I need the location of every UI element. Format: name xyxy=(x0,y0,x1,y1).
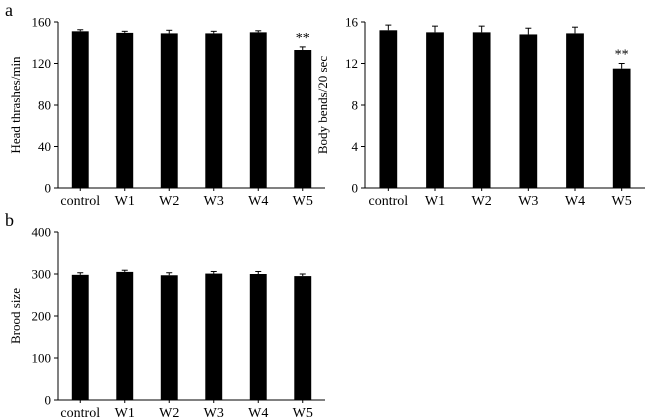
head-thrashes-y-tick-label: 160 xyxy=(32,15,52,30)
head-thrashes-category-label: W3 xyxy=(204,194,224,209)
head-thrashes-bar xyxy=(205,33,223,188)
body-bends-bar xyxy=(426,32,444,188)
body-bends-category-label: control xyxy=(369,194,409,209)
body-bends-category-label: W3 xyxy=(518,194,538,209)
body-bends-chart: 0 4 8 12 16 Body bends/20 sec control W1 W2 W3 W4 W… xyxy=(315,15,645,209)
body-bends-category-label: W1 xyxy=(425,194,445,209)
brood-size-category-label: W2 xyxy=(159,406,179,420)
body-bends-y-tick-label: 8 xyxy=(352,98,359,113)
brood-size-bar xyxy=(71,274,89,400)
head-thrashes-bar xyxy=(71,31,89,189)
body-bends-bar xyxy=(566,33,584,188)
head-thrashes-y-tick-label: 80 xyxy=(38,98,51,113)
body-bends-y-tick-label: 4 xyxy=(352,139,359,154)
head-thrashes-bar xyxy=(160,33,178,188)
body-bends-significance-label: ** xyxy=(615,48,629,63)
body-bends-y-tick-label: 12 xyxy=(345,56,358,71)
brood-size-bar xyxy=(160,275,178,400)
brood-size-y-tick-label: 300 xyxy=(32,267,52,282)
brood-size-bar xyxy=(205,273,223,400)
brood-size-category-label: W3 xyxy=(204,406,224,420)
body-bends-category-label: W4 xyxy=(565,194,585,209)
head-thrashes-category-label: W4 xyxy=(248,194,268,209)
body-bends-y-axis-label: Body bends/20 sec xyxy=(315,56,330,154)
brood-size-bar xyxy=(249,274,267,400)
head-thrashes-category-label: W2 xyxy=(159,194,179,209)
body-bends-y-tick-label: 0 xyxy=(352,181,359,196)
brood-size-y-axis-label: Brood size xyxy=(8,288,23,344)
head-thrashes-y-tick-label: 40 xyxy=(38,139,51,154)
brood-size-category-label: control xyxy=(60,406,100,420)
head-thrashes-category-label: W1 xyxy=(115,194,135,209)
head-thrashes-y-tick-label: 0 xyxy=(45,181,52,196)
body-bends-bar xyxy=(472,32,491,188)
brood-size-bar xyxy=(294,276,312,400)
brood-size-y-tick-label: 0 xyxy=(45,393,52,408)
brood-size-chart: 0 100 200 300 400 Brood size control W1 W2 W3 W4 W5 xyxy=(8,225,325,420)
brood-size-category-label: W4 xyxy=(248,406,268,420)
head-thrashes-bar xyxy=(294,50,312,189)
brood-size-y-tick-label: 100 xyxy=(32,351,52,366)
panel-letter-a: a xyxy=(5,0,13,20)
head-thrashes-category-label: W5 xyxy=(293,194,313,209)
body-bends-category-label: W5 xyxy=(612,194,632,209)
head-thrashes-bar xyxy=(249,32,267,188)
head-thrashes-chart: 0 40 80 120 160 Head thrashes/min control W1 W2 W… xyxy=(8,15,325,209)
brood-size-y-tick-label: 400 xyxy=(32,225,52,240)
body-bends-category-label: W2 xyxy=(472,194,492,209)
head-thrashes-y-axis-label: Head thrashes/min xyxy=(8,56,23,154)
brood-size-bar xyxy=(116,271,134,400)
brood-size-category-label: W5 xyxy=(293,406,313,420)
body-bends-bar xyxy=(519,34,538,189)
head-thrashes-category-label: control xyxy=(60,194,100,209)
body-bends-bar xyxy=(612,68,631,188)
panel-letter-b: b xyxy=(5,210,14,230)
brood-size-y-tick-label: 200 xyxy=(32,309,52,324)
head-thrashes-significance-label: ** xyxy=(296,31,310,46)
head-thrashes-bar xyxy=(116,32,134,188)
body-bends-bar xyxy=(379,30,398,188)
brood-size-category-label: W1 xyxy=(115,406,135,420)
head-thrashes-y-tick-label: 120 xyxy=(32,56,52,71)
body-bends-y-tick-label: 16 xyxy=(345,15,359,30)
